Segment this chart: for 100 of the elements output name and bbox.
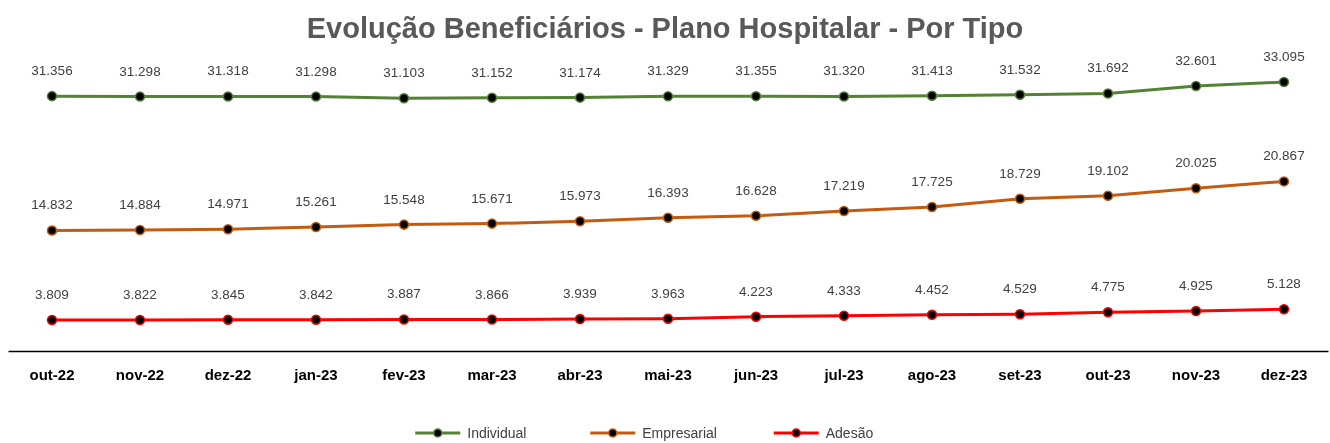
data-label: 15.671 — [471, 190, 513, 206]
point — [310, 91, 322, 102]
x-tick-label: abr-23 — [557, 365, 603, 383]
point — [1278, 76, 1290, 88]
data-label: 4.452 — [915, 281, 949, 297]
data-label: 3.842 — [299, 286, 333, 302]
x-tick-label: dez-23 — [1260, 365, 1308, 383]
data-label: 3.809 — [35, 287, 69, 303]
data-label: 3.822 — [123, 286, 157, 302]
data-label: 31.692 — [1087, 60, 1129, 76]
x-tick-label: jan-23 — [293, 365, 338, 383]
point — [134, 224, 146, 236]
point — [310, 221, 322, 233]
point — [662, 313, 674, 325]
data-label: 4.925 — [1179, 277, 1213, 293]
data-label: 15.548 — [383, 191, 425, 207]
point — [1190, 182, 1202, 194]
point — [574, 215, 586, 227]
point — [1014, 308, 1026, 320]
data-label: 20.025 — [1175, 155, 1217, 171]
point — [486, 314, 498, 325]
data-label: 4.775 — [1091, 279, 1125, 295]
data-label: 16.393 — [647, 184, 689, 200]
data-label: 14.884 — [119, 197, 162, 213]
data-label: 3.939 — [563, 285, 597, 301]
data-label: 31.329 — [647, 63, 689, 79]
point — [1014, 89, 1026, 100]
point — [838, 205, 850, 217]
point — [574, 92, 586, 103]
data-label: 31.356 — [31, 63, 73, 79]
data-label: 4.333 — [827, 282, 861, 298]
data-label: 31.174 — [559, 64, 602, 80]
data-label: 18.729 — [999, 165, 1041, 181]
data-label: 31.355 — [735, 63, 777, 79]
x-tick-label: ago-23 — [907, 365, 957, 383]
x-tick-label: nov-22 — [115, 365, 165, 383]
data-label: 14.832 — [31, 197, 73, 213]
point — [46, 314, 58, 326]
point — [398, 314, 410, 325]
data-label: 3.887 — [387, 286, 421, 302]
data-label: 31.298 — [119, 63, 161, 79]
point — [1102, 88, 1114, 99]
point — [838, 310, 850, 322]
data-label: 4.529 — [1003, 281, 1037, 297]
data-label: 16.628 — [735, 182, 777, 198]
point — [134, 91, 146, 102]
point — [926, 201, 938, 213]
data-label: 3.963 — [651, 285, 685, 301]
point — [310, 314, 322, 326]
data-label: 32.601 — [1175, 53, 1217, 69]
point — [398, 92, 410, 104]
data-label: 15.973 — [559, 188, 601, 204]
x-tick-label: mai-23 — [644, 365, 692, 383]
point — [750, 311, 762, 322]
point — [750, 90, 762, 102]
data-label: 31.532 — [999, 61, 1041, 77]
data-label: 19.102 — [1087, 162, 1129, 178]
point — [750, 210, 762, 222]
point — [486, 218, 498, 229]
x-tick-label: out-22 — [29, 365, 75, 383]
point — [398, 219, 410, 230]
point — [574, 313, 586, 325]
x-tick-label: fev-23 — [382, 365, 426, 383]
point — [926, 309, 938, 321]
data-label: 17.725 — [911, 173, 953, 189]
point — [1102, 190, 1114, 201]
point — [46, 90, 58, 102]
legend-label: Individual — [467, 425, 527, 441]
data-label: 31.103 — [383, 65, 425, 81]
data-label: 31.413 — [911, 62, 953, 78]
legend-label: Adesão — [825, 425, 874, 441]
data-label: 4.223 — [739, 283, 773, 299]
data-label: 3.866 — [475, 286, 509, 302]
point — [1014, 193, 1026, 205]
data-label: 31.298 — [295, 63, 337, 79]
point — [134, 314, 146, 326]
point — [1190, 80, 1202, 92]
point — [486, 92, 498, 104]
x-tick-label: dez-22 — [204, 365, 252, 383]
data-label: 14.971 — [207, 196, 249, 212]
x-tick-label: jun-23 — [732, 365, 779, 383]
point — [662, 91, 674, 102]
legend-label: Empresarial — [642, 425, 717, 441]
data-label: 31.152 — [471, 64, 513, 80]
data-label: 17.219 — [823, 178, 865, 194]
point — [1278, 304, 1290, 315]
point — [838, 91, 850, 102]
x-tick-label: mar-23 — [467, 365, 517, 383]
point — [926, 90, 938, 101]
point — [1102, 306, 1114, 318]
point — [1190, 305, 1202, 317]
data-label: 5.128 — [1267, 276, 1301, 292]
point — [222, 224, 234, 235]
x-tick-label: nov-23 — [1171, 365, 1221, 383]
point — [662, 212, 674, 224]
data-label: 31.320 — [823, 63, 865, 79]
data-label: 3.845 — [211, 286, 245, 302]
data-label: 33.095 — [1263, 49, 1305, 64]
point — [222, 91, 234, 102]
data-label: 20.867 — [1263, 148, 1305, 164]
